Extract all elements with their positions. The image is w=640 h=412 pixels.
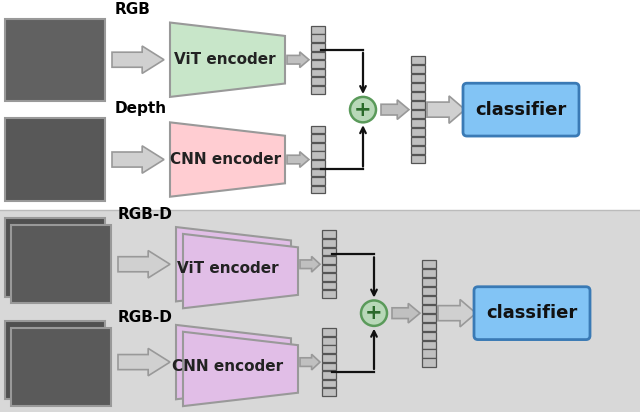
Bar bbox=[411, 128, 425, 136]
Bar bbox=[422, 323, 436, 331]
Bar bbox=[311, 52, 325, 59]
Bar bbox=[322, 248, 336, 255]
Bar bbox=[411, 146, 425, 154]
Bar bbox=[322, 273, 336, 281]
Text: RGB-D: RGB-D bbox=[118, 207, 173, 222]
Bar bbox=[311, 86, 325, 94]
Text: +: + bbox=[354, 100, 372, 119]
Polygon shape bbox=[381, 100, 409, 119]
Bar bbox=[5, 321, 105, 399]
Circle shape bbox=[361, 300, 387, 326]
Bar bbox=[422, 296, 436, 304]
Text: RGB-D: RGB-D bbox=[118, 310, 173, 325]
Bar bbox=[311, 69, 325, 76]
Polygon shape bbox=[438, 300, 476, 327]
Bar bbox=[422, 314, 436, 322]
Bar bbox=[322, 371, 336, 379]
Polygon shape bbox=[183, 332, 298, 406]
Bar bbox=[422, 304, 436, 313]
Polygon shape bbox=[392, 303, 420, 323]
Polygon shape bbox=[170, 23, 285, 97]
Text: CNN encoder: CNN encoder bbox=[170, 152, 281, 167]
Bar bbox=[322, 290, 336, 298]
Text: ViT encoder: ViT encoder bbox=[177, 261, 278, 276]
Bar bbox=[11, 225, 111, 303]
Polygon shape bbox=[170, 122, 285, 197]
Polygon shape bbox=[300, 354, 320, 370]
Bar bbox=[0, 211, 640, 412]
FancyBboxPatch shape bbox=[474, 287, 590, 339]
Bar bbox=[422, 358, 436, 367]
Bar bbox=[411, 155, 425, 163]
Bar bbox=[411, 65, 425, 73]
Bar bbox=[322, 282, 336, 290]
Bar bbox=[311, 77, 325, 85]
Bar bbox=[311, 169, 325, 176]
Bar bbox=[5, 118, 105, 201]
Bar bbox=[411, 92, 425, 100]
Polygon shape bbox=[112, 46, 164, 73]
Text: classifier: classifier bbox=[486, 304, 578, 322]
Bar bbox=[311, 26, 325, 34]
Bar bbox=[311, 160, 325, 168]
Text: classifier: classifier bbox=[476, 101, 566, 119]
Bar bbox=[322, 337, 336, 344]
Polygon shape bbox=[287, 52, 309, 68]
Bar bbox=[311, 60, 325, 68]
Bar bbox=[322, 328, 336, 336]
Bar bbox=[422, 341, 436, 349]
Bar bbox=[422, 287, 436, 295]
Bar bbox=[411, 110, 425, 118]
Bar bbox=[311, 134, 325, 142]
Bar bbox=[5, 19, 105, 101]
Bar bbox=[322, 388, 336, 396]
Bar bbox=[322, 256, 336, 264]
Bar bbox=[11, 328, 111, 406]
Bar bbox=[5, 218, 105, 297]
Polygon shape bbox=[427, 96, 465, 123]
Bar bbox=[311, 186, 325, 193]
Bar bbox=[0, 9, 640, 211]
Bar bbox=[411, 119, 425, 127]
Bar bbox=[422, 260, 436, 268]
Polygon shape bbox=[112, 146, 164, 173]
Bar bbox=[411, 101, 425, 109]
Bar bbox=[422, 269, 436, 277]
Text: Depth: Depth bbox=[115, 101, 167, 117]
Bar bbox=[422, 332, 436, 339]
Text: RGB: RGB bbox=[115, 2, 151, 16]
Polygon shape bbox=[176, 325, 291, 399]
Polygon shape bbox=[118, 250, 170, 278]
FancyBboxPatch shape bbox=[463, 83, 579, 136]
Polygon shape bbox=[287, 152, 309, 167]
Bar bbox=[322, 363, 336, 370]
Bar bbox=[411, 56, 425, 64]
Bar bbox=[311, 126, 325, 133]
Text: ViT encoder: ViT encoder bbox=[174, 52, 276, 67]
Bar bbox=[422, 278, 436, 286]
Polygon shape bbox=[300, 256, 320, 272]
Bar bbox=[322, 345, 336, 353]
Bar bbox=[411, 74, 425, 82]
Bar bbox=[311, 35, 325, 42]
Bar bbox=[322, 239, 336, 247]
Bar bbox=[322, 230, 336, 238]
Bar bbox=[322, 379, 336, 387]
Bar bbox=[311, 43, 325, 51]
Circle shape bbox=[350, 97, 376, 122]
Bar bbox=[311, 177, 325, 185]
Bar bbox=[422, 349, 436, 358]
Bar bbox=[322, 354, 336, 362]
Bar bbox=[311, 143, 325, 150]
Bar bbox=[411, 137, 425, 145]
Polygon shape bbox=[118, 349, 170, 376]
Text: +: + bbox=[365, 303, 383, 323]
Bar bbox=[311, 151, 325, 159]
Polygon shape bbox=[183, 234, 298, 308]
Polygon shape bbox=[176, 227, 291, 302]
Bar bbox=[411, 83, 425, 91]
Text: CNN encoder: CNN encoder bbox=[172, 358, 284, 374]
Bar bbox=[322, 265, 336, 272]
